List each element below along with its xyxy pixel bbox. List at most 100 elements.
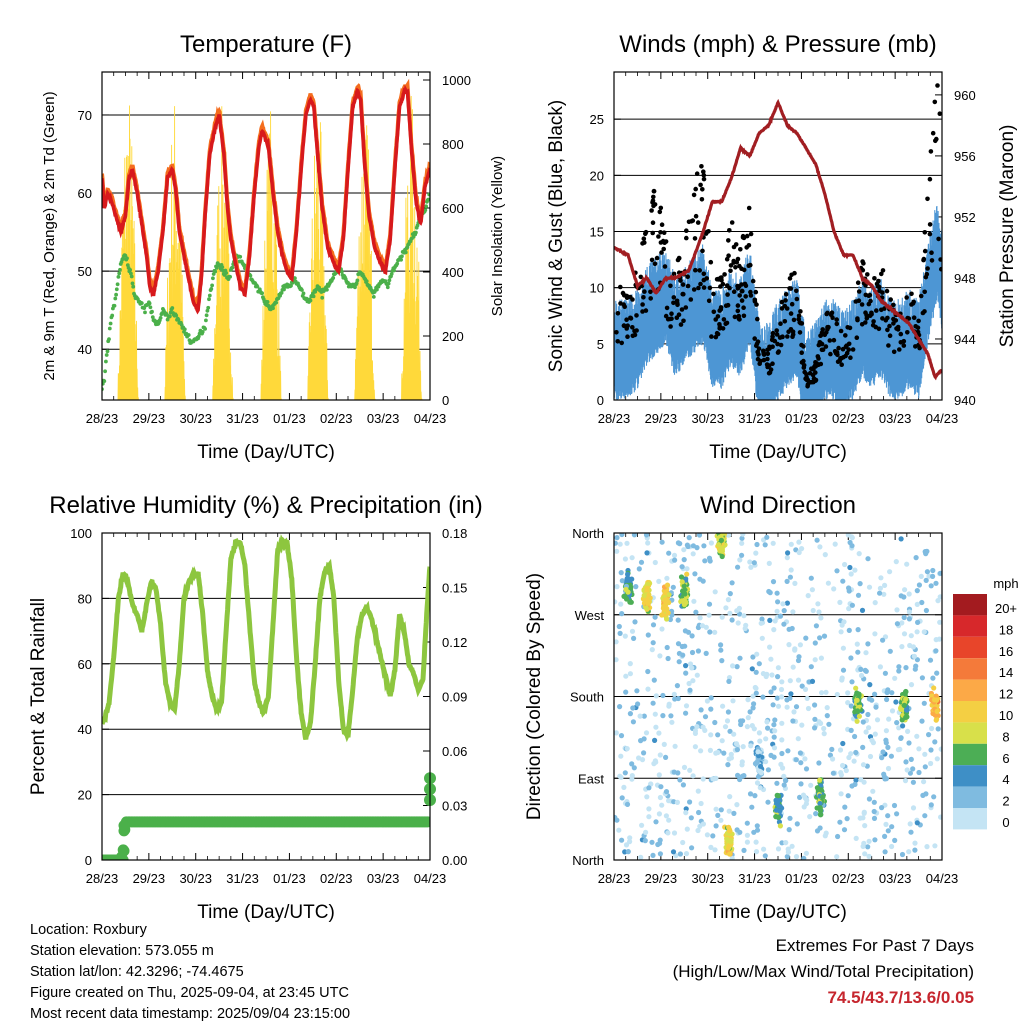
direction-point xyxy=(818,615,824,621)
gust-point xyxy=(856,298,862,304)
direction-point xyxy=(625,849,631,855)
gust-point xyxy=(869,310,874,316)
gust-point xyxy=(844,350,850,356)
gust-point xyxy=(774,332,780,337)
legend-swatch xyxy=(953,808,987,830)
dewpoint-point xyxy=(205,308,210,313)
direction-point xyxy=(824,705,830,711)
direction-point xyxy=(719,658,725,664)
direction-point xyxy=(683,806,689,812)
gust-point xyxy=(651,203,656,209)
direction-point xyxy=(644,585,650,591)
gust-point xyxy=(752,336,757,341)
direction-point xyxy=(641,713,647,719)
direction-point xyxy=(766,560,772,567)
direction-point xyxy=(681,547,687,553)
gust-point xyxy=(658,230,663,235)
direction-point xyxy=(726,533,732,538)
gust-point xyxy=(792,270,797,276)
gust-point xyxy=(650,198,656,203)
direction-point xyxy=(649,839,655,845)
dewpoint-point xyxy=(209,287,214,291)
direction-point xyxy=(749,804,755,810)
direction-point xyxy=(914,733,920,739)
direction-point xyxy=(652,737,658,744)
x-axis-label: Time (Day/UTC) xyxy=(197,902,335,923)
dewpoint-point xyxy=(103,369,107,374)
direction-point xyxy=(690,551,696,557)
gust-point xyxy=(774,328,779,333)
direction-point xyxy=(666,701,672,707)
direction-point xyxy=(801,855,807,860)
timestamp-text: Most recent data timestamp: 2025/09/04 2… xyxy=(30,1006,351,1022)
direction-point xyxy=(812,716,818,722)
direction-point xyxy=(756,730,763,736)
dewpoint-point xyxy=(186,333,191,337)
dewpoint-point xyxy=(207,293,212,298)
extremes-subtitle: (High/Low/Max Wind/Total Precipitation) xyxy=(672,962,974,981)
dewpoint-point xyxy=(110,313,115,318)
gust-point xyxy=(656,234,661,239)
direction-point xyxy=(693,609,699,615)
gust-point xyxy=(796,313,802,319)
direction-point xyxy=(671,691,677,697)
gust-point xyxy=(930,130,936,136)
direction-point xyxy=(751,701,757,707)
dewpoint-point xyxy=(147,301,152,306)
direction-point xyxy=(681,583,687,589)
legend-label: 2 xyxy=(1002,794,1009,809)
direction-point xyxy=(814,785,821,791)
direction-point xyxy=(812,657,818,663)
direction-point xyxy=(825,580,832,586)
direction-point xyxy=(666,817,672,823)
direction-point xyxy=(921,629,927,635)
direction-point xyxy=(802,686,809,693)
direction-point xyxy=(623,842,630,848)
direction-point xyxy=(793,757,799,763)
direction-point xyxy=(788,567,794,573)
direction-point xyxy=(793,704,800,710)
direction-point xyxy=(629,555,635,561)
gust-point xyxy=(770,361,775,367)
direction-point xyxy=(614,540,618,546)
legend-swatch xyxy=(953,658,987,680)
direction-point xyxy=(672,557,678,563)
direction-point xyxy=(720,528,725,533)
direction-point xyxy=(627,577,633,583)
gust-point xyxy=(733,265,738,270)
direction-point xyxy=(775,793,781,799)
direction-point xyxy=(903,689,909,695)
gust-point xyxy=(664,305,670,311)
direction-point xyxy=(856,551,862,557)
gust-point xyxy=(772,338,778,344)
gust-point xyxy=(681,291,686,297)
direction-point xyxy=(897,746,903,753)
direction-point xyxy=(743,622,749,628)
direction-point xyxy=(765,767,772,773)
gust-point xyxy=(901,343,907,348)
direction-point xyxy=(763,759,769,765)
direction-point xyxy=(841,827,848,833)
gust-point xyxy=(798,309,803,314)
direction-point xyxy=(928,760,934,767)
direction-point xyxy=(684,826,690,832)
direction-point xyxy=(910,779,917,785)
direction-point xyxy=(759,616,765,622)
direction-point xyxy=(884,696,890,703)
direction-point xyxy=(765,799,771,805)
legend-label: 8 xyxy=(1002,729,1009,744)
direction-point xyxy=(643,605,649,611)
gust-point xyxy=(818,340,823,346)
direction-point xyxy=(840,578,846,584)
direction-point xyxy=(853,685,859,691)
direction-point xyxy=(789,843,795,849)
direction-point xyxy=(796,539,802,545)
dewpoint-point xyxy=(375,287,379,292)
gust-point xyxy=(735,308,741,314)
direction-point xyxy=(808,575,814,581)
direction-point xyxy=(689,665,695,671)
direction-point xyxy=(935,726,941,732)
chart-title: Relative Humidity (%) & Precipitation (i… xyxy=(49,492,482,519)
gust-point xyxy=(692,236,698,241)
direction-point xyxy=(870,788,876,794)
